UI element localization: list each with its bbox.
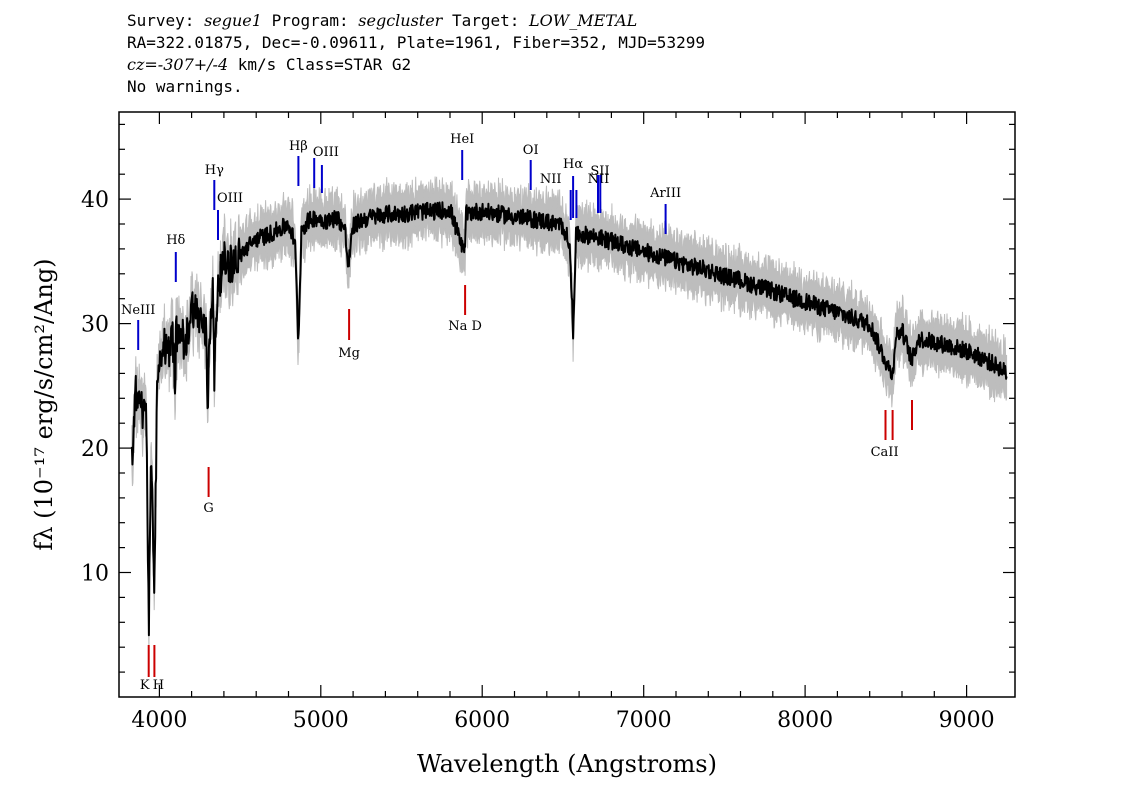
axis-tick-labels: 4000 5000 6000 7000 8000 9000 10 20 30 40	[81, 188, 995, 733]
emission-line-label: Hδ	[166, 233, 185, 248]
absorption-line-label: K	[140, 678, 150, 693]
x-tick-label: 6000	[454, 708, 510, 733]
survey-label: Survey:	[127, 11, 205, 30]
y-tick-label: 10	[81, 562, 109, 587]
flux-line	[130, 201, 1008, 637]
x-tick-label: 8000	[777, 708, 833, 733]
header-line-warnings: No warnings.	[127, 77, 243, 96]
spectrum-header: Survey: segue1 Program: segcluster Targe…	[127, 10, 705, 98]
emission-line-label: NII	[540, 172, 562, 187]
cz-value: cz=-307+/-4	[127, 55, 229, 74]
line-markers: NeIIIHδHγOIIIHβOIIIHeIOINIIHαNIISIIArIII…	[121, 132, 913, 693]
header-line-coords: RA=322.01875, Dec=-0.09611, Plate=1961, …	[127, 33, 705, 52]
emission-line-label: OIII	[313, 145, 339, 160]
emission-line-label: ArIII	[649, 186, 681, 201]
x-tick-label: 4000	[131, 708, 187, 733]
emission-line-label: Hα	[563, 157, 583, 172]
absorption-line-label: CaII	[871, 445, 899, 460]
survey-value: segue1	[204, 11, 262, 30]
emission-line-label: HeI	[450, 132, 474, 147]
emission-line-label: OI	[523, 143, 539, 158]
program-value: segcluster	[358, 11, 443, 30]
emission-line-label: SII	[590, 164, 609, 179]
y-tick-label: 30	[81, 313, 109, 338]
absorption-line-label: Mg	[338, 346, 360, 361]
absorption-line-label: G	[203, 501, 213, 516]
emission-line-label: Hγ	[205, 163, 224, 178]
program-label: Program:	[261, 11, 359, 30]
header-line-survey: Survey: segue1 Program: segcluster Targe…	[127, 10, 705, 32]
target-label: Target:	[442, 11, 530, 30]
x-tick-label: 9000	[939, 708, 995, 733]
y-axis-label: fλ (10⁻¹⁷ erg/s/cm²/Ang)	[30, 258, 58, 550]
emission-line-label: NeIII	[121, 303, 155, 318]
x-tick-label: 5000	[293, 708, 349, 733]
plot-frame	[118, 111, 1016, 698]
axis-ticks	[119, 112, 1015, 697]
x-tick-label: 7000	[616, 708, 672, 733]
emission-line-label: OIII	[217, 191, 243, 206]
header-line-redshift: cz=-307+/-4 km/s Class=STAR G2	[127, 54, 705, 76]
target-value: LOW_METAL	[529, 11, 638, 30]
emission-line-label: Hβ	[289, 139, 308, 154]
absorption-line-label: H	[153, 678, 164, 693]
absorption-line-label: Na D	[448, 319, 482, 334]
flux-series	[130, 201, 1008, 637]
y-tick-label: 40	[81, 188, 109, 213]
y-tick-label: 20	[81, 437, 109, 462]
x-axis-label: Wavelength (Angstroms)	[417, 750, 717, 778]
class-text: km/s Class=STAR G2	[228, 55, 412, 74]
